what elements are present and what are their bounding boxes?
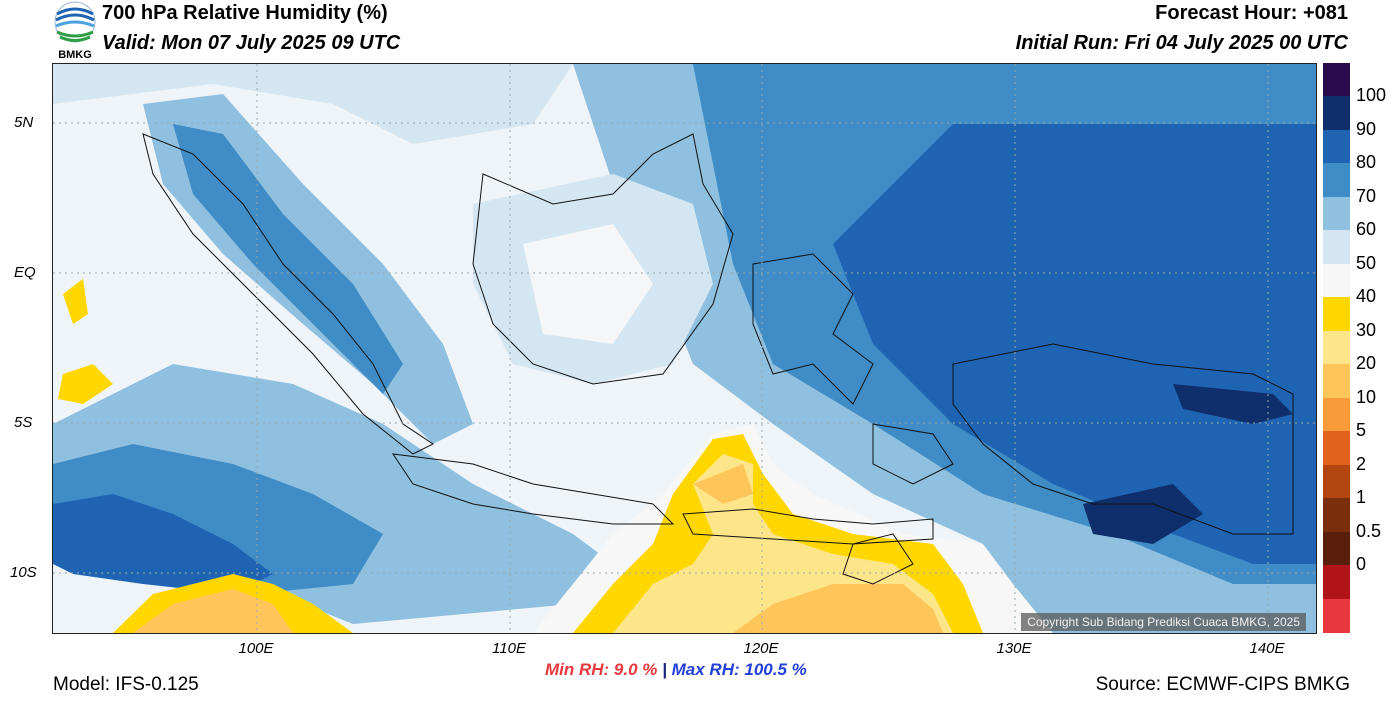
bmkg-logo-icon: BMKG (52, 0, 98, 61)
colorbar-swatch (1323, 598, 1350, 633)
lat-label-eq: EQ (14, 264, 36, 281)
colorbar-label: 1 (1356, 487, 1367, 508)
colorbar-label: 10 (1356, 386, 1377, 407)
colorbar-swatch (1323, 498, 1350, 533)
lon-label-110e: 110E (492, 640, 526, 657)
colorbar-label: 100 (1356, 85, 1387, 106)
colorbar-swatch (1323, 397, 1350, 432)
valid-time: Valid: Mon 07 July 2025 09 UTC (102, 32, 401, 54)
colorbar-label: 0.5 (1356, 520, 1382, 541)
colorbar-label: 20 (1356, 353, 1377, 374)
colorbar-swatch (1323, 196, 1350, 231)
stats-separator: | (662, 660, 667, 679)
colorbar-swatch (1323, 263, 1350, 298)
humidity-map: Copyright Sub Bidang Prediksi Cuaca BMKG… (52, 63, 1317, 634)
lat-label-5n: 5N (14, 114, 34, 131)
colorbar-swatch (1323, 63, 1350, 97)
colorbar-label: 90 (1356, 118, 1377, 139)
data-source: Source: ECMWF-CIPS BMKG (1095, 674, 1350, 695)
map-title: 700 hPa Relative Humidity (%) (102, 2, 388, 24)
svg-text:BMKG: BMKG (58, 49, 92, 60)
copyright-notice: Copyright Sub Bidang Prediksi Cuaca BMKG… (1021, 613, 1306, 631)
colorbar-label: 50 (1356, 252, 1377, 273)
colorbar-label: 30 (1356, 319, 1377, 340)
colorbar-swatch (1323, 163, 1350, 198)
colorbar-swatch (1323, 230, 1350, 265)
colorbar-swatch (1323, 129, 1350, 164)
colorbar-label: 0 (1356, 554, 1367, 575)
model-name: Model: IFS-0.125 (53, 674, 199, 695)
colorbar-label: 5 (1356, 420, 1367, 441)
rh-stats: Min RH: 9.0 % | Max RH: 100.5 % (545, 660, 807, 680)
colorbar-swatch (1323, 96, 1350, 131)
colorbar-swatch (1323, 464, 1350, 499)
colorbar-label: 70 (1356, 185, 1377, 206)
colorbar-label: 80 (1356, 152, 1377, 173)
colorbar-swatch (1323, 297, 1350, 332)
colorbar (1323, 63, 1350, 633)
initial-run: Initial Run: Fri 04 July 2025 00 UTC (1015, 32, 1348, 54)
min-rh: Min RH: 9.0 % (545, 660, 658, 679)
max-rh: Max RH: 100.5 % (671, 660, 807, 679)
colorbar-swatch (1323, 531, 1350, 566)
lon-label-100e: 100E (238, 640, 274, 657)
lon-label-130e: 130E (996, 640, 1032, 657)
humidity-field (53, 64, 1316, 633)
colorbar-label: 40 (1356, 286, 1377, 307)
forecast-hour: Forecast Hour: +081 (1155, 2, 1348, 24)
lon-label-120e: 120E (743, 640, 779, 657)
colorbar-swatch (1323, 431, 1350, 466)
colorbar-swatch (1323, 364, 1350, 399)
lat-label-10s: 10S (10, 564, 37, 581)
colorbar-label: 60 (1356, 219, 1377, 240)
lat-label-5s: 5S (14, 414, 33, 431)
colorbar-swatch (1323, 565, 1350, 600)
lon-label-140e: 140E (1249, 640, 1285, 657)
colorbar-label: 2 (1356, 453, 1367, 474)
colorbar-swatch (1323, 330, 1350, 365)
